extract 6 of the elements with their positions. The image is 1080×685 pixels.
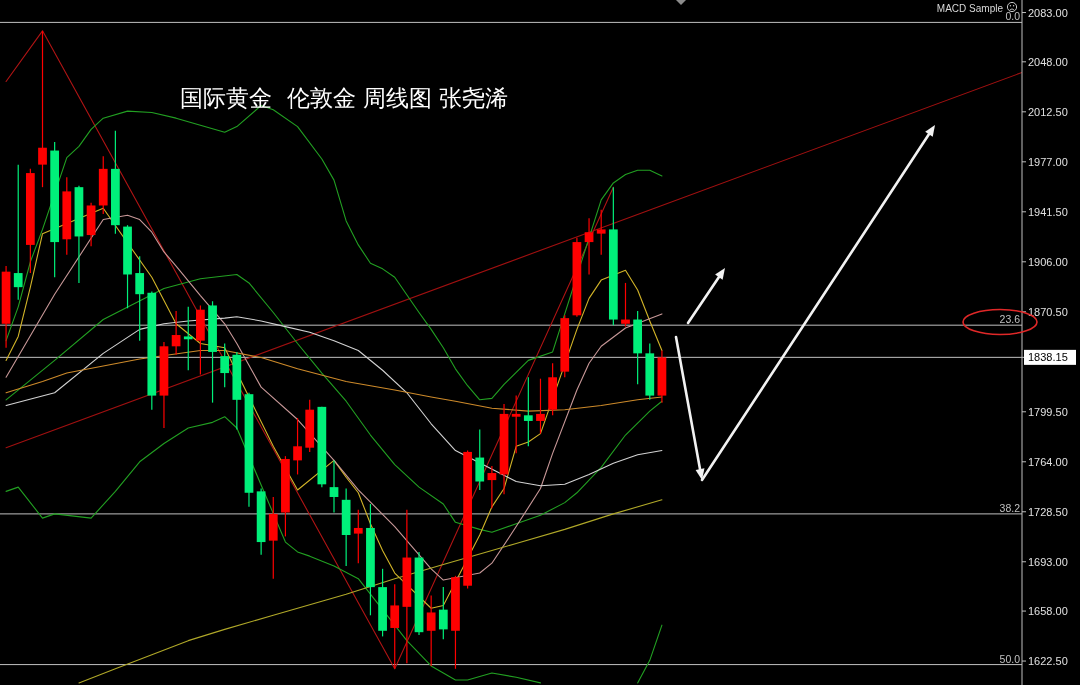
- annotation: 38.2: [999, 501, 1020, 514]
- annotation: 0.0: [1005, 10, 1020, 23]
- annotation: 50.0: [999, 652, 1020, 665]
- annotation: MACD Sample: [936, 3, 1003, 14]
- title: 国际黄金 伦敦金 周线图 张尧浠: [180, 85, 509, 111]
- annotation: 23.6: [999, 313, 1020, 326]
